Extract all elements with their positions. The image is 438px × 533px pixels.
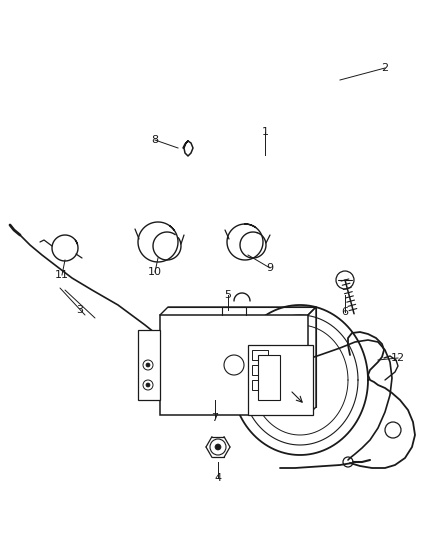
Circle shape <box>146 383 150 387</box>
Text: 7: 7 <box>212 413 219 423</box>
Circle shape <box>215 444 221 450</box>
Bar <box>252 380 268 390</box>
Bar <box>160 315 308 415</box>
Bar <box>258 355 280 400</box>
Bar <box>252 365 268 375</box>
Bar <box>248 345 313 415</box>
Text: 9: 9 <box>266 263 274 273</box>
Bar <box>138 330 160 400</box>
Text: 2: 2 <box>381 63 389 73</box>
Text: 8: 8 <box>152 135 159 145</box>
Text: 12: 12 <box>391 353 405 363</box>
Text: 1: 1 <box>261 127 268 137</box>
Text: 11: 11 <box>55 270 69 280</box>
Circle shape <box>146 363 150 367</box>
Text: 6: 6 <box>342 307 349 317</box>
Text: 4: 4 <box>215 473 222 483</box>
Text: 3: 3 <box>77 305 84 315</box>
Text: 10: 10 <box>148 267 162 277</box>
Bar <box>252 350 268 360</box>
Text: 5: 5 <box>225 290 232 300</box>
